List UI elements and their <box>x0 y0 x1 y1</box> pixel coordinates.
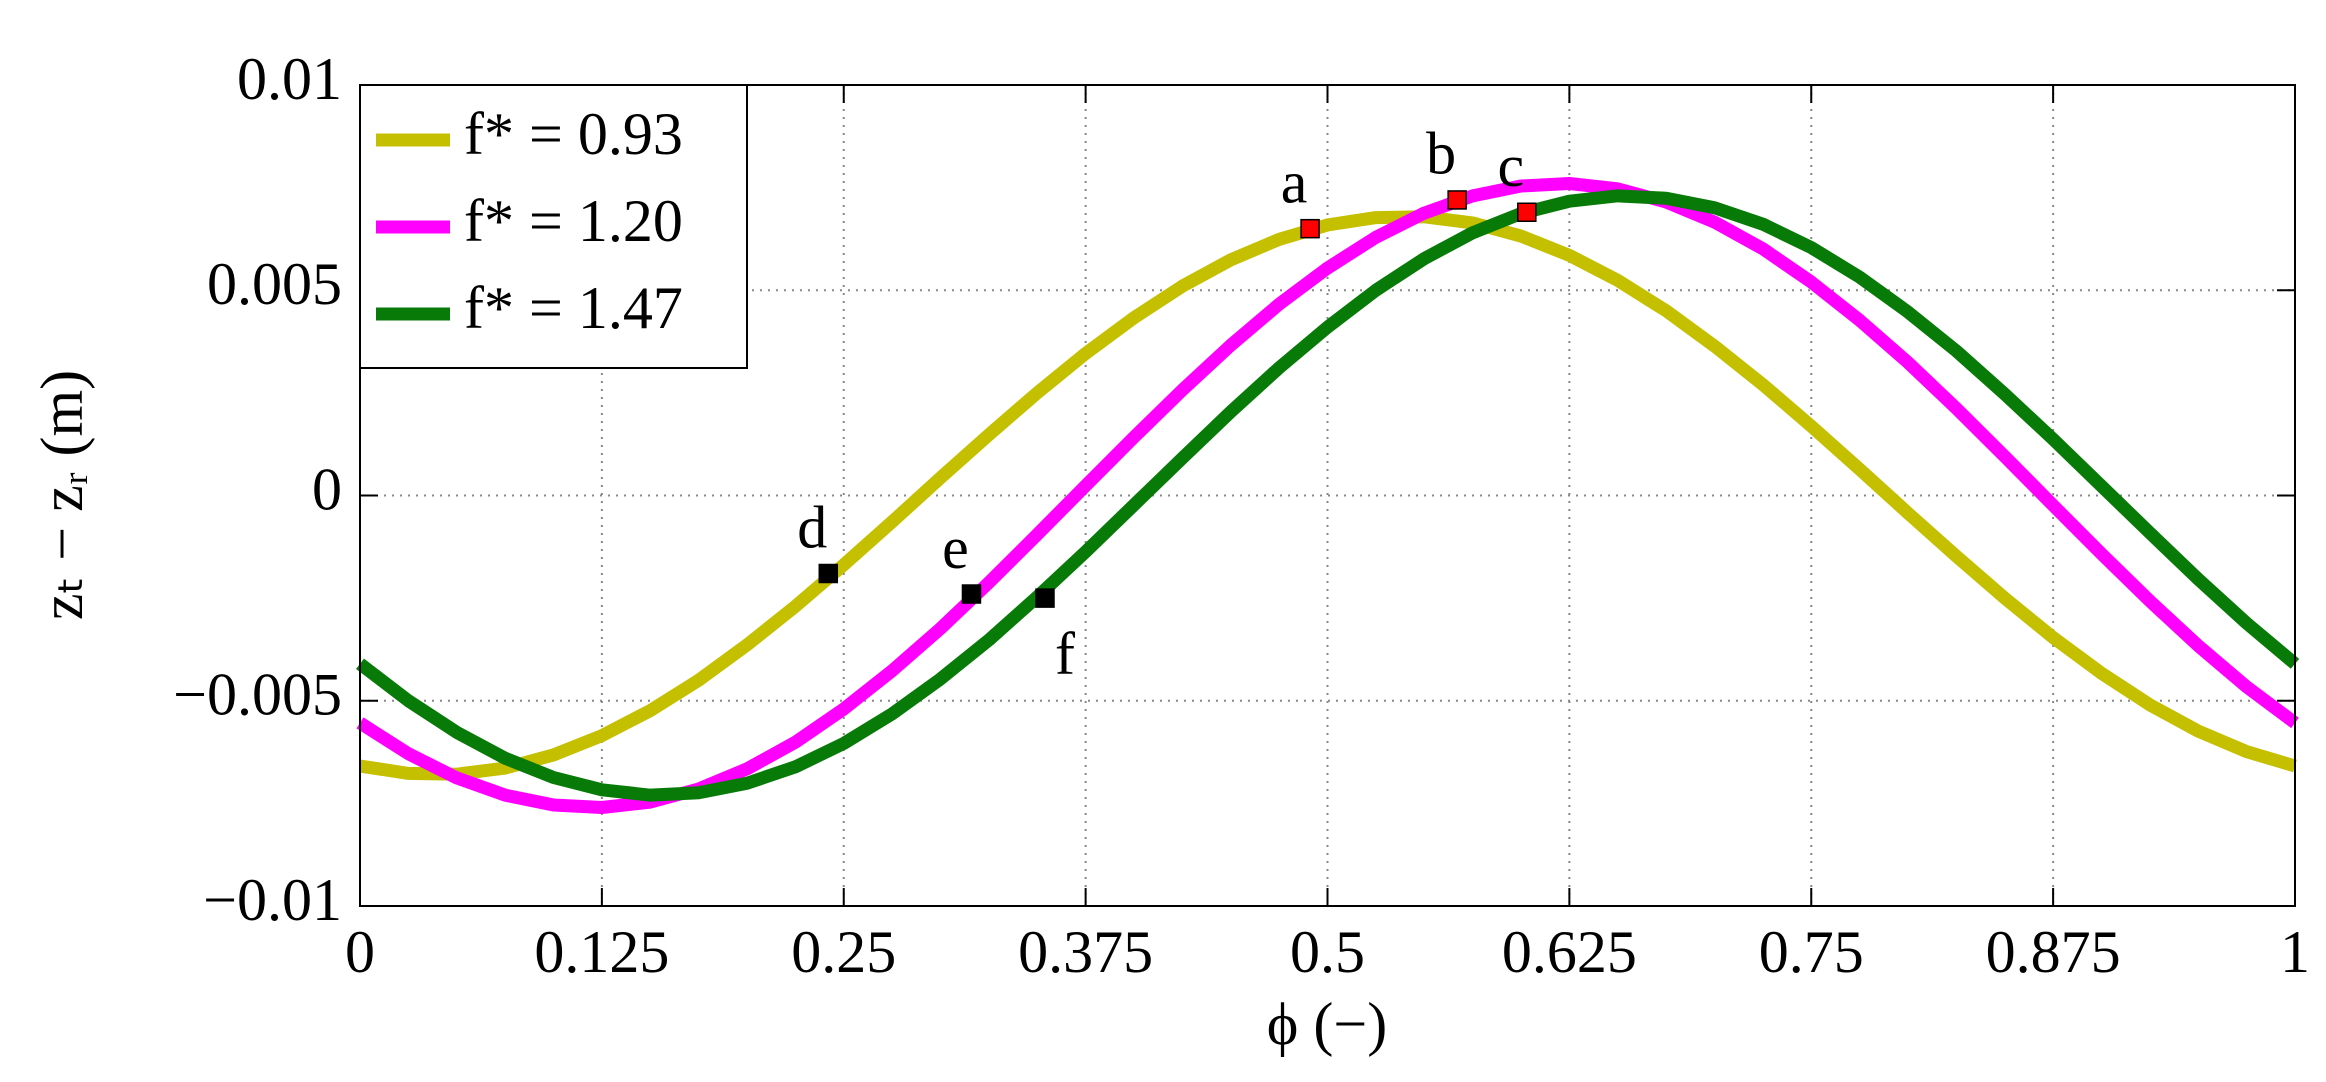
annotation-label: a <box>1281 149 1308 215</box>
annotation-marker <box>818 563 839 584</box>
annotation-marker <box>1517 202 1537 223</box>
axes-frame <box>359 84 2296 907</box>
legend-label: f* = 0.93 <box>464 101 683 167</box>
series-line <box>356 189 2300 802</box>
y-tick-label: 0.01 <box>237 46 342 112</box>
x-axis-label: ϕ (−) <box>1267 991 1387 1057</box>
x-tick-label: 0 <box>345 919 375 985</box>
y-tick-label: 0 <box>312 456 342 522</box>
annotation-marker <box>1447 190 1467 210</box>
y-tick-label: 0.005 <box>207 251 342 317</box>
x-tick-label: 0.375 <box>1018 919 1153 985</box>
x-tick-label: 0.125 <box>534 919 669 985</box>
y-tick-label: −0.005 <box>173 662 342 728</box>
series-line <box>359 210 2297 781</box>
x-tick-label: 0.875 <box>1986 919 2121 985</box>
x-tick-label: 0.25 <box>791 919 896 985</box>
x-tick-label: 0.75 <box>1759 919 1864 985</box>
annotation-label: e <box>942 515 969 581</box>
annotation-label: c <box>1497 133 1524 199</box>
x-tick-label: 0.625 <box>1502 919 1637 985</box>
annotation-label: f <box>1055 621 1075 687</box>
y-tick-label: −0.01 <box>203 867 342 933</box>
legend-label: f* = 1.20 <box>464 188 683 254</box>
y-axis-label: zₜ − zᵣ (m) <box>29 370 95 620</box>
annotation-label: b <box>1426 121 1456 187</box>
annotation-marker <box>1035 588 1055 608</box>
legend-label: f* = 1.47 <box>464 275 683 341</box>
annotation-marker <box>961 584 982 604</box>
x-tick-label: 0.5 <box>1290 919 1365 985</box>
x-tick-label: 1 <box>2280 919 2310 985</box>
annotation-label: d <box>797 494 827 560</box>
annotation-marker <box>1300 218 1320 239</box>
